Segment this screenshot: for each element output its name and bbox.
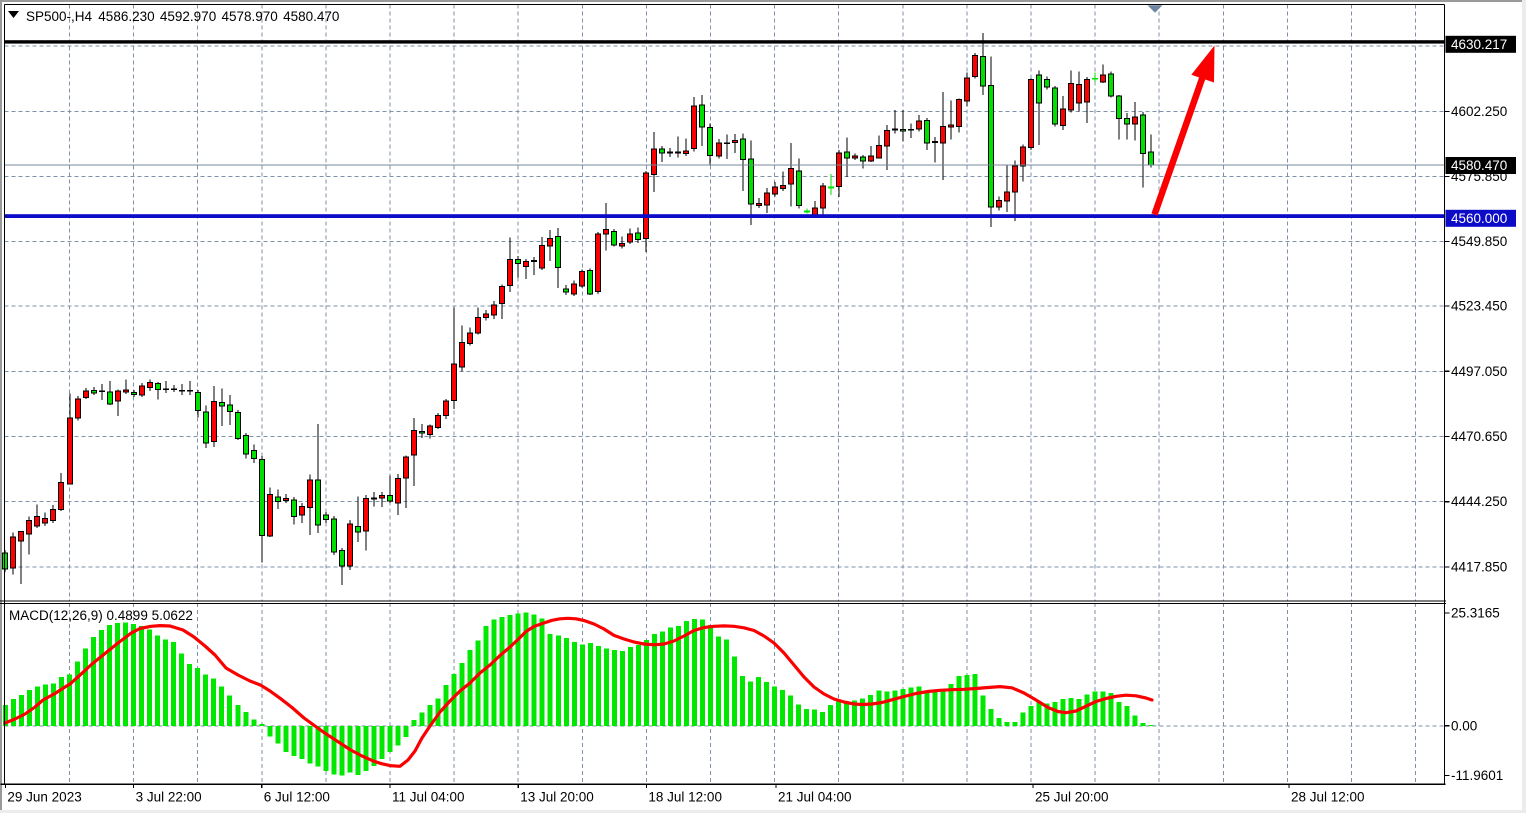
svg-text:21 Jul 04:00: 21 Jul 04:00 <box>778 790 852 805</box>
svg-text:6 Jul 12:00: 6 Jul 12:00 <box>264 790 330 805</box>
svg-text:4560.000: 4560.000 <box>1451 211 1507 226</box>
svg-text:4586.230: 4586.230 <box>98 9 154 24</box>
svg-text:4470.650: 4470.650 <box>1451 429 1507 444</box>
svg-text:25 Jul 20:00: 25 Jul 20:00 <box>1035 790 1109 805</box>
svg-text:4602.250: 4602.250 <box>1451 104 1507 119</box>
svg-text:MACD(12,26,9) 0.4899 5.0622: MACD(12,26,9) 0.4899 5.0622 <box>9 608 193 623</box>
svg-text:-11.9601: -11.9601 <box>1451 768 1503 783</box>
svg-text:25.3165: 25.3165 <box>1451 606 1500 621</box>
svg-text:4444.250: 4444.250 <box>1451 494 1507 509</box>
svg-text:0.00: 0.00 <box>1451 718 1477 733</box>
svg-text:3 Jul 22:00: 3 Jul 22:00 <box>136 790 202 805</box>
svg-text:4630.217: 4630.217 <box>1451 37 1507 52</box>
svg-text:4578.970: 4578.970 <box>222 9 278 24</box>
svg-text:4592.970: 4592.970 <box>160 9 216 24</box>
svg-text:11 Jul 04:00: 11 Jul 04:00 <box>392 790 465 805</box>
svg-text:4549.850: 4549.850 <box>1451 234 1507 249</box>
svg-text:4497.050: 4497.050 <box>1451 364 1507 379</box>
svg-text:4580.470: 4580.470 <box>283 9 339 24</box>
svg-text:13 Jul 20:00: 13 Jul 20:00 <box>520 790 594 805</box>
svg-text:18 Jul 12:00: 18 Jul 12:00 <box>648 790 722 805</box>
svg-text:SP500-,H4: SP500-,H4 <box>26 9 93 24</box>
svg-text:28 Jul 12:00: 28 Jul 12:00 <box>1291 790 1365 805</box>
svg-text:4580.470: 4580.470 <box>1451 158 1507 173</box>
svg-text:4417.850: 4417.850 <box>1451 559 1507 574</box>
svg-text:4523.450: 4523.450 <box>1451 299 1507 314</box>
svg-text:29 Jun 2023: 29 Jun 2023 <box>7 790 81 805</box>
